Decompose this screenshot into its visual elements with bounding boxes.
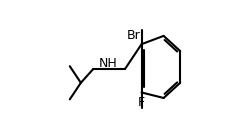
Text: F: F xyxy=(138,96,145,109)
Text: Br: Br xyxy=(126,29,140,42)
Text: NH: NH xyxy=(99,57,118,70)
